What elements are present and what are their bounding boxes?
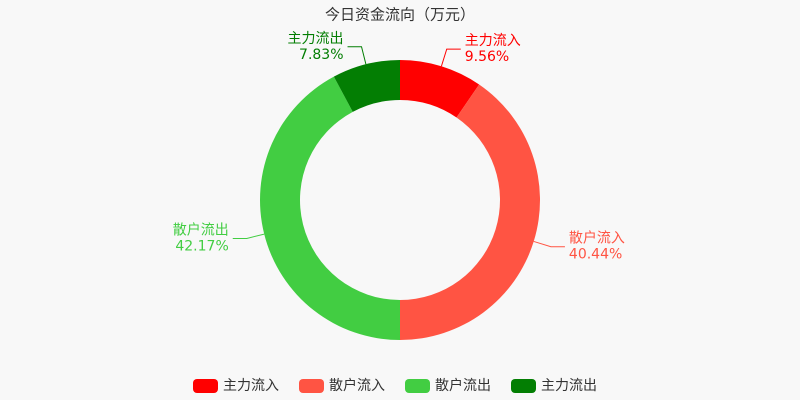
leader-line (440, 48, 461, 67)
leader-line (533, 240, 565, 248)
legend-swatch (299, 379, 324, 393)
slice-label: 散户流入 (569, 230, 625, 247)
slice-value: 7.83% (299, 47, 343, 63)
legend-label: 主力流入 (223, 378, 279, 394)
chart-title: 今日资金流向（万元） (325, 6, 475, 24)
slice (333, 60, 400, 112)
slice (260, 76, 400, 340)
legend-label: 散户流出 (435, 377, 491, 394)
slice-label: 散户流出 (173, 221, 229, 238)
slice (400, 60, 480, 118)
leader-line (347, 46, 367, 65)
legend-label: 散户流入 (329, 377, 385, 394)
legend-label: 主力流出 (541, 378, 597, 394)
slice (400, 84, 540, 341)
legend-swatch (193, 379, 218, 393)
legend-swatch (405, 379, 430, 393)
slice-label: 主力流入 (465, 33, 521, 49)
leader-line (232, 233, 265, 239)
slice-value: 42.17% (175, 238, 228, 254)
slice-value: 9.56% (465, 49, 509, 65)
slice-label: 主力流出 (288, 31, 344, 47)
slice-value: 40.44% (569, 247, 622, 263)
legend-swatch (511, 379, 536, 393)
